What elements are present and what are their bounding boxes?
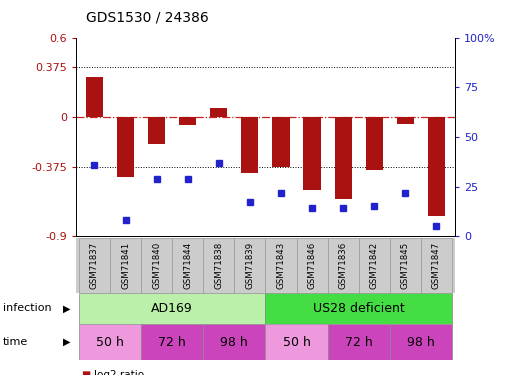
Bar bbox=[397, 117, 414, 124]
Bar bbox=[359, 238, 390, 292]
Text: 72 h: 72 h bbox=[158, 336, 186, 349]
Text: ▶: ▶ bbox=[63, 303, 70, 313]
Text: ▶: ▶ bbox=[63, 337, 70, 347]
Text: 98 h: 98 h bbox=[221, 336, 248, 349]
Bar bbox=[79, 238, 110, 292]
Bar bbox=[203, 238, 234, 292]
Bar bbox=[272, 117, 290, 167]
Bar bbox=[141, 238, 172, 292]
Text: GSM71842: GSM71842 bbox=[370, 242, 379, 289]
Text: GDS1530 / 24386: GDS1530 / 24386 bbox=[86, 10, 209, 24]
Bar bbox=[86, 77, 103, 117]
Text: 50 h: 50 h bbox=[282, 336, 311, 349]
Bar bbox=[234, 238, 266, 292]
Bar bbox=[390, 324, 452, 360]
Bar bbox=[203, 324, 266, 360]
Bar bbox=[421, 238, 452, 292]
Bar bbox=[327, 324, 390, 360]
Text: time: time bbox=[3, 337, 28, 347]
Bar bbox=[266, 292, 452, 324]
Text: GSM71840: GSM71840 bbox=[152, 242, 161, 289]
Text: 50 h: 50 h bbox=[96, 336, 124, 349]
Bar bbox=[179, 117, 196, 125]
Bar bbox=[210, 108, 228, 117]
Bar bbox=[366, 117, 383, 170]
Text: GSM71843: GSM71843 bbox=[277, 242, 286, 289]
Bar bbox=[172, 238, 203, 292]
Text: GSM71839: GSM71839 bbox=[245, 242, 254, 289]
Bar bbox=[428, 117, 445, 216]
Bar bbox=[79, 292, 266, 324]
Text: GSM71837: GSM71837 bbox=[90, 242, 99, 289]
Bar bbox=[303, 117, 321, 190]
Bar bbox=[266, 238, 297, 292]
Text: log2 ratio: log2 ratio bbox=[94, 370, 144, 375]
Text: GSM71845: GSM71845 bbox=[401, 242, 410, 289]
Text: GSM71844: GSM71844 bbox=[183, 242, 192, 289]
Text: infection: infection bbox=[3, 303, 51, 313]
Bar bbox=[297, 238, 327, 292]
Bar bbox=[148, 117, 165, 144]
Bar bbox=[241, 117, 258, 172]
Bar bbox=[266, 324, 327, 360]
Text: US28 deficient: US28 deficient bbox=[313, 302, 404, 315]
Bar bbox=[327, 238, 359, 292]
Text: GSM71841: GSM71841 bbox=[121, 242, 130, 289]
Bar bbox=[141, 324, 203, 360]
Text: 72 h: 72 h bbox=[345, 336, 372, 349]
Text: ■: ■ bbox=[81, 370, 90, 375]
Text: GSM71838: GSM71838 bbox=[214, 242, 223, 289]
Text: GSM71847: GSM71847 bbox=[432, 242, 441, 289]
Text: AD169: AD169 bbox=[151, 302, 193, 315]
Text: GSM71836: GSM71836 bbox=[338, 242, 348, 289]
Bar bbox=[390, 238, 421, 292]
Bar bbox=[110, 238, 141, 292]
Bar bbox=[117, 117, 134, 177]
Text: GSM71846: GSM71846 bbox=[308, 242, 316, 289]
Bar bbox=[335, 117, 351, 199]
Text: 98 h: 98 h bbox=[407, 336, 435, 349]
Bar bbox=[79, 324, 141, 360]
